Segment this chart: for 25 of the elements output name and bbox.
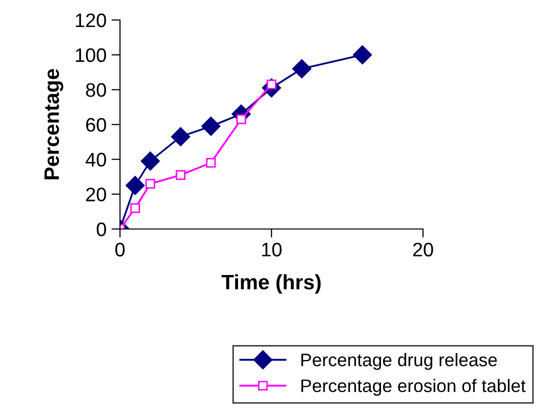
x-tick-label: 20: [413, 242, 434, 256]
y-axis-title: Percentage: [44, 69, 64, 180]
x-axis-title: Time (hrs): [222, 274, 321, 294]
y-tick-label: 100: [76, 48, 106, 62]
y-tick-label: 120: [76, 13, 106, 28]
point: [201, 116, 220, 136]
point: [126, 176, 145, 195]
y-tick-label: 80: [86, 83, 106, 97]
legend-label: Percentage drug release: [301, 353, 497, 370]
point: [140, 152, 160, 171]
point: [352, 45, 372, 64]
point: [292, 59, 312, 78]
point: [145, 178, 156, 189]
legend-label: Percentage erosion of tablet: [301, 378, 526, 396]
y-tick-label: 0: [96, 222, 106, 236]
point: [130, 203, 140, 213]
x-tick-label: 0: [115, 242, 125, 256]
y-tick-label: 20: [86, 188, 106, 202]
point: [206, 158, 216, 168]
point: [171, 127, 190, 146]
x-tick-label: 10: [262, 242, 282, 256]
point: [236, 114, 246, 124]
y-tick-label: 40: [86, 152, 106, 167]
point: [176, 170, 186, 180]
y-tick-label: 60: [86, 118, 106, 132]
